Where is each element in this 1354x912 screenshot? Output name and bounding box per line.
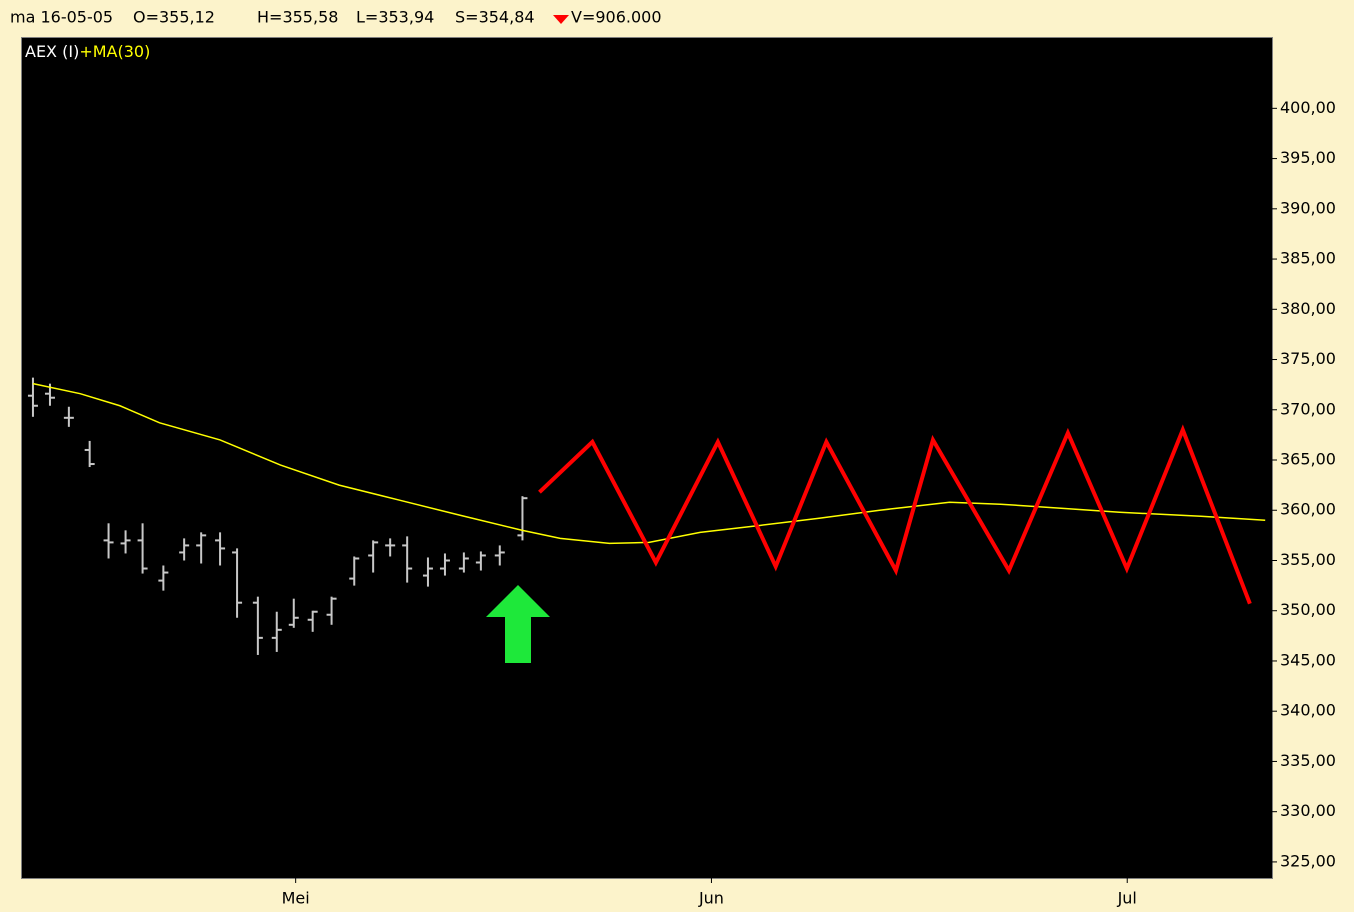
y-tick-label: 380,00 — [1280, 299, 1336, 318]
y-tick-label: 345,00 — [1280, 650, 1336, 669]
x-tick-label: Jul — [1117, 889, 1137, 908]
down-triangle — [553, 15, 569, 24]
header-close: S=354,84 — [455, 8, 535, 27]
y-tick-label: 385,00 — [1280, 249, 1336, 268]
y-tick-label: 390,00 — [1280, 198, 1336, 217]
y-tick-label: 375,00 — [1280, 349, 1336, 368]
y-tick-label: 360,00 — [1280, 500, 1336, 519]
header-volume: V=906.000 — [571, 8, 662, 27]
y-tick-label: 335,00 — [1280, 751, 1336, 770]
header-high: H=355,58 — [257, 8, 338, 27]
line — [32, 382, 1266, 545]
x-tick-label: Mei — [282, 889, 310, 908]
x-tick-label: Jun — [698, 889, 724, 908]
plot-area — [21, 37, 1273, 879]
header-low: L=353,94 — [356, 8, 434, 27]
y-tick-label: 400,00 — [1280, 98, 1336, 117]
legend: AEX (I)+MA(30) — [25, 42, 150, 61]
green-arrow — [486, 585, 550, 663]
legend-entry: AEX (I) — [25, 42, 79, 61]
y-tick-label: 330,00 — [1280, 801, 1336, 820]
header-date: ma 16-05-05 — [10, 8, 113, 27]
line — [538, 424, 1252, 605]
y-tick-label: 340,00 — [1280, 701, 1336, 720]
y-tick-label: 325,00 — [1280, 851, 1336, 870]
header-open: O=355,12 — [133, 8, 215, 27]
y-tick-label: 355,00 — [1280, 550, 1336, 569]
y-tick-label: 365,00 — [1280, 450, 1336, 469]
marks — [27, 377, 1266, 655]
y-tick-label: 350,00 — [1280, 600, 1336, 619]
legend-entry: +MA(30) — [79, 42, 150, 61]
y-tick-label: 395,00 — [1280, 148, 1336, 167]
y-tick-label: 370,00 — [1280, 399, 1336, 418]
